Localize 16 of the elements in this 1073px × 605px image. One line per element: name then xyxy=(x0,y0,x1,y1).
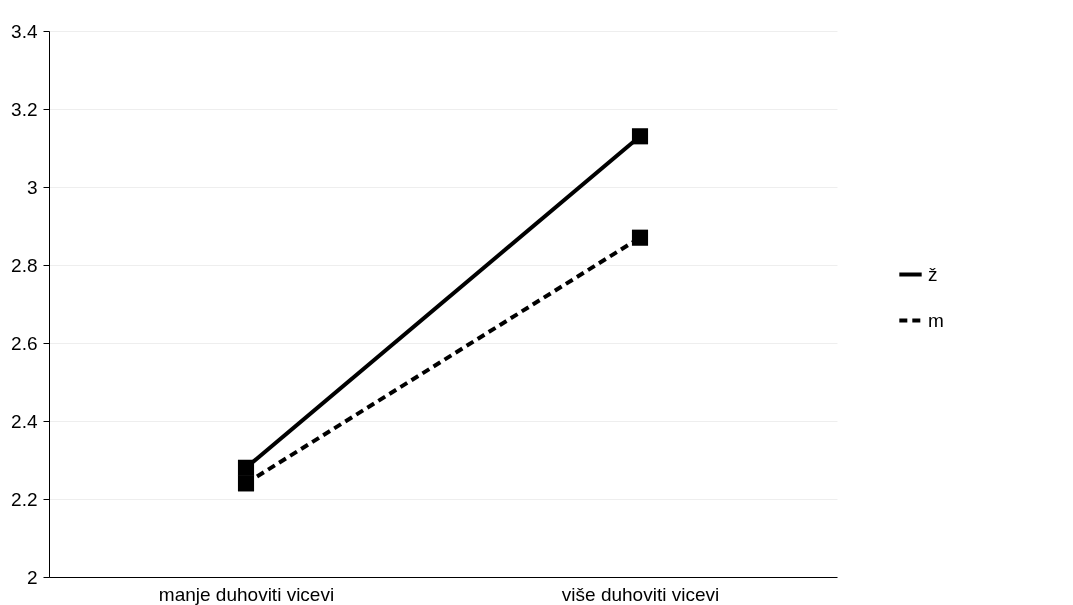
y-tick-label: 3 xyxy=(26,176,38,198)
point xyxy=(237,475,255,492)
point xyxy=(631,229,649,246)
y-tick-label: 3.4 xyxy=(11,20,38,42)
y-tick-label: 2.2 xyxy=(11,488,38,510)
y-tick-label: 2 xyxy=(26,566,38,588)
point xyxy=(237,459,255,476)
y-tick-label: 3.2 xyxy=(11,98,38,120)
y-tick-label: 2.4 xyxy=(11,410,38,432)
legend-label: m xyxy=(928,309,944,331)
legend-label: ž xyxy=(928,263,938,285)
y-tick-label: 2.6 xyxy=(11,332,38,354)
point xyxy=(631,128,649,145)
y-tick-label: 2.8 xyxy=(11,254,38,276)
x-tick-label: manje duhoviti vicevi xyxy=(158,583,335,605)
x-tick-label: više duhoviti vicevi xyxy=(561,583,720,605)
